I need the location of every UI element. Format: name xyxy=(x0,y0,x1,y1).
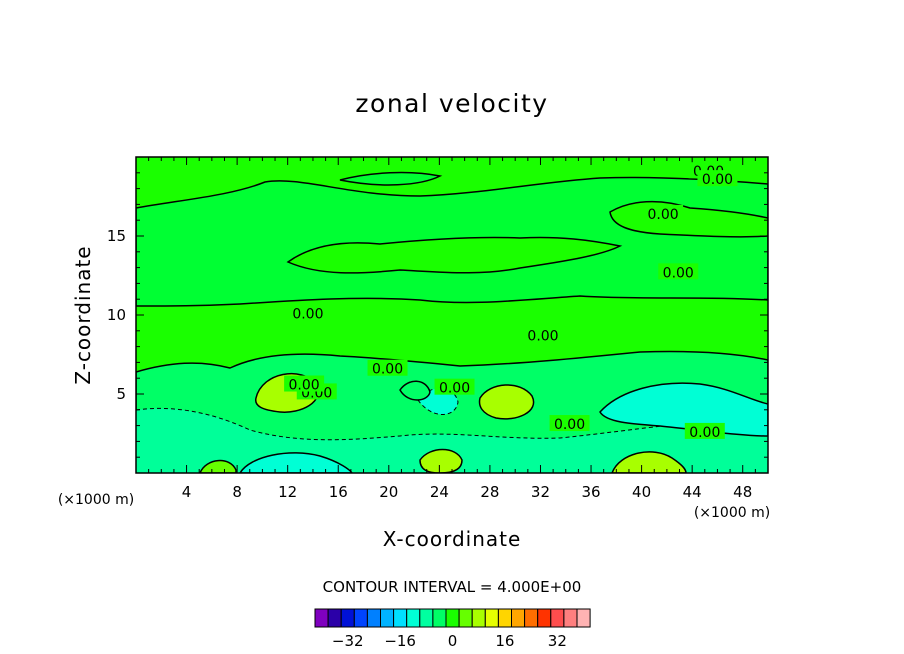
colorbar-swatch xyxy=(484,608,499,628)
colorbar-swatch xyxy=(445,608,460,628)
colorbar-tick-label: −16 xyxy=(384,632,416,650)
contour-label: 0.00 xyxy=(372,362,403,378)
x-tick-label: 4 xyxy=(182,483,192,501)
y-tick-label: 10 xyxy=(107,306,126,324)
contour-label-bg xyxy=(684,422,725,439)
contour-label: 0.00 xyxy=(439,381,470,397)
contour-label: 0.00 xyxy=(689,425,720,441)
contour-region xyxy=(611,451,687,473)
x-tick-label: 36 xyxy=(581,483,600,501)
contour-region xyxy=(286,236,623,274)
x-tick-label: 28 xyxy=(480,483,499,501)
contour-label: 0.00 xyxy=(292,306,323,322)
colorbar-swatch xyxy=(537,608,552,628)
colorbar-swatch xyxy=(576,608,591,628)
contour-label: 0.00 xyxy=(527,329,558,345)
contour-field xyxy=(135,156,769,474)
contour-region xyxy=(339,171,443,186)
x-tick-label: 16 xyxy=(329,483,348,501)
x-tick-label: 44 xyxy=(683,483,702,501)
contour-label-bg xyxy=(658,263,699,280)
x-tick-label: 24 xyxy=(430,483,449,501)
contour-label: 0.00 xyxy=(702,172,733,188)
contour-label-bg xyxy=(287,304,328,321)
contour-label-bg xyxy=(643,204,684,221)
x-tick-label: 20 xyxy=(379,483,398,501)
colorbar-tick-label: 32 xyxy=(548,632,567,650)
colorbar-swatch xyxy=(366,608,381,628)
contour-label-bg xyxy=(434,378,475,395)
colorbar-swatch xyxy=(340,608,355,628)
contour-region xyxy=(599,382,768,437)
y-tick-label: 5 xyxy=(116,385,126,403)
contour-label-bg xyxy=(284,375,325,392)
colorbar: −32 −16 0 16 32 xyxy=(314,608,591,650)
x-tick-label: 12 xyxy=(278,483,297,501)
colorbar-tick-label: −32 xyxy=(332,632,364,650)
x-unit-right: (×1000 m) xyxy=(694,505,770,521)
contour-label-bg xyxy=(697,170,738,187)
colorbar-swatch xyxy=(458,608,473,628)
colorbar-swatch xyxy=(406,608,421,628)
contour-label: 0.00 xyxy=(554,417,585,433)
contour-label-bg xyxy=(549,415,590,432)
colorbar-swatch xyxy=(432,608,447,628)
contour-label: 0.00 xyxy=(663,265,694,281)
y-axis-label: Z-coordinate xyxy=(71,245,95,384)
x-unit-left: (×1000 m) xyxy=(58,492,134,508)
contour-label: 0.00 xyxy=(648,207,679,223)
x-tick-label: 32 xyxy=(531,483,550,501)
colorbar-swatch xyxy=(471,608,486,628)
contour-label-bg xyxy=(367,359,408,376)
colorbar-swatch xyxy=(380,608,395,628)
x-tick-label: 40 xyxy=(632,483,651,501)
contour-region xyxy=(199,459,237,473)
contour-labels: 0.00 0.00 0.00 0.00 0.00 0.00 0.00 0.00 0.00 0.00… xyxy=(284,162,738,441)
x-tick-label: 48 xyxy=(733,483,752,501)
colorbar-tick-label: 16 xyxy=(495,632,514,650)
colorbar-swatch xyxy=(419,608,434,628)
contour-region xyxy=(419,448,463,473)
contour-label-bg xyxy=(523,326,564,343)
y-tick-label: 15 xyxy=(107,227,126,245)
colorbar-swatch xyxy=(353,608,368,628)
colorbar-tick-label: 0 xyxy=(448,632,458,650)
colorbar-swatch xyxy=(497,608,512,628)
colorbar-swatch xyxy=(327,608,342,628)
colorbar-swatch xyxy=(393,608,408,628)
contour-region xyxy=(399,380,431,401)
chart-title: zonal velocity xyxy=(355,89,548,118)
colorbar-swatch xyxy=(563,608,578,628)
x-tick-label: 8 xyxy=(232,483,242,501)
contour-region xyxy=(239,452,353,473)
contour-region xyxy=(478,384,535,420)
x-axis-label: X-coordinate xyxy=(383,527,522,551)
colorbar-swatch xyxy=(314,608,329,628)
colorbar-swatch xyxy=(511,608,526,628)
colorbar-swatch xyxy=(524,608,539,628)
contour-interval-text: CONTOUR INTERVAL = 4.000E+00 xyxy=(323,578,582,596)
contour-label: 0.00 xyxy=(289,378,320,394)
colorbar-swatch xyxy=(550,608,565,628)
